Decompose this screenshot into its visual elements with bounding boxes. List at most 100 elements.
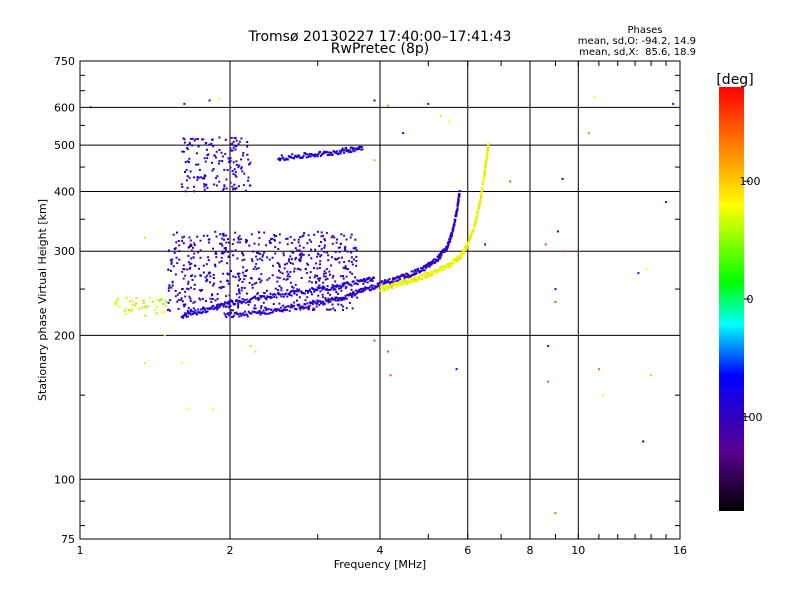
colorbar-label: [deg] (716, 72, 753, 88)
trace-point (388, 278, 391, 280)
cluster-point (224, 246, 227, 249)
scatter-point (601, 394, 604, 397)
cluster-point (193, 139, 196, 142)
cluster-point (217, 162, 220, 165)
trace-point (455, 210, 458, 213)
trace-point (342, 149, 345, 152)
cluster-point (331, 303, 334, 306)
trace-point (464, 246, 467, 249)
trace-point (330, 286, 333, 289)
trace-point (451, 264, 454, 267)
cluster-point (255, 268, 258, 271)
cluster-point (242, 154, 244, 157)
trace-point (414, 278, 417, 281)
cluster-point (299, 236, 302, 239)
trace-point (269, 311, 272, 314)
cluster-point (191, 137, 194, 140)
trace-point (486, 150, 489, 153)
trace-point (447, 245, 449, 248)
trace-point (445, 263, 448, 266)
cluster-point (235, 139, 238, 142)
cluster-point (242, 271, 245, 274)
cluster-point (237, 306, 239, 309)
cluster-point (342, 309, 344, 311)
trace-point (361, 148, 364, 151)
cluster-point (236, 257, 239, 260)
trace-point (453, 223, 456, 226)
trace-point (192, 310, 195, 313)
cluster-point (258, 309, 261, 312)
cluster-point (243, 274, 246, 277)
cluster-point (167, 287, 170, 290)
cluster-point (196, 235, 199, 238)
trace-point (450, 233, 453, 236)
cluster-point (298, 254, 301, 256)
cluster-point (232, 146, 235, 149)
scatter-point (180, 362, 183, 365)
cluster-point (265, 296, 268, 299)
cluster-point (293, 267, 296, 270)
trace-point (229, 313, 232, 316)
cluster-point (190, 249, 193, 252)
trace-point (286, 158, 289, 161)
trace-point (186, 312, 189, 315)
trace-point (317, 153, 320, 155)
trace-point (437, 258, 440, 261)
trace-point (231, 301, 234, 304)
cluster-point (248, 281, 251, 284)
cluster-point (172, 233, 175, 236)
cluster-point (276, 276, 279, 279)
cluster-point (345, 307, 348, 310)
chart-title: Tromsø 20130227 17:40:00–17:41:43 (248, 29, 512, 45)
cluster-point (282, 252, 285, 255)
cluster-point (202, 138, 205, 141)
cluster-point (325, 268, 328, 270)
trace-point (275, 296, 278, 299)
cluster-point (229, 160, 232, 163)
scatter-point (373, 339, 376, 342)
cluster-point (201, 138, 203, 141)
cluster-point (245, 241, 248, 244)
trace-point (349, 292, 352, 295)
cluster-point (266, 256, 269, 259)
scatter-point (672, 102, 675, 105)
cluster-point (319, 263, 321, 266)
cluster-point (307, 234, 310, 237)
cluster-point (343, 234, 346, 237)
cluster-point (174, 289, 177, 292)
cluster-point (189, 275, 192, 278)
trace-point (247, 310, 250, 313)
cluster-point (155, 305, 158, 308)
trace-point (486, 154, 489, 157)
cluster-point (224, 248, 227, 251)
cluster-point (354, 238, 357, 241)
trace-point (370, 288, 372, 291)
trace-point (278, 157, 281, 160)
trace-point (376, 285, 378, 288)
trace-point (279, 293, 282, 296)
scatter-point (373, 99, 376, 102)
trace-point (231, 316, 234, 319)
cluster-point (197, 176, 200, 179)
cluster-point (241, 170, 244, 173)
cluster-point (340, 289, 343, 292)
trace-point (282, 295, 285, 298)
trace-point (187, 311, 190, 314)
trace-point (270, 308, 273, 311)
cluster-point (258, 237, 261, 240)
cluster-point (231, 243, 234, 245)
cluster-point (192, 256, 195, 259)
scatter-point (183, 102, 186, 105)
trace-point (302, 292, 305, 295)
trace-point (197, 308, 200, 311)
scatter-point (217, 97, 220, 100)
cluster-point (254, 307, 257, 310)
scatter-point (389, 374, 392, 377)
trace-point (425, 263, 428, 266)
cluster-point (253, 307, 256, 310)
cluster-point (212, 145, 215, 148)
trace-point (451, 235, 453, 238)
trace-point (368, 276, 371, 279)
trace-point (462, 252, 465, 255)
cluster-point (229, 157, 232, 160)
